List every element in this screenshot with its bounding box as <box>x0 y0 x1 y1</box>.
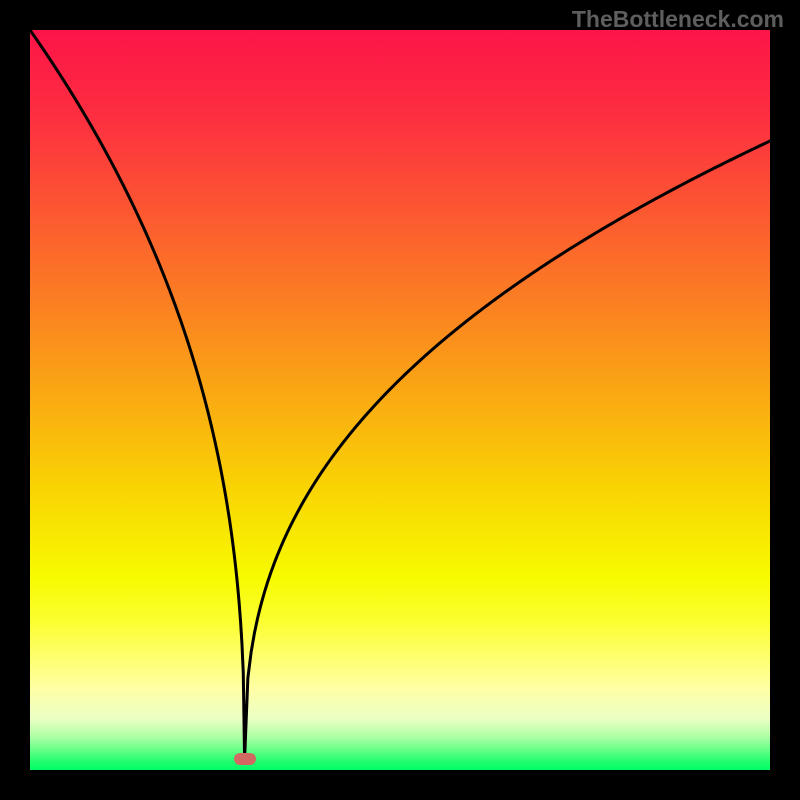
plot-area <box>30 30 770 770</box>
gradient-background <box>30 30 770 770</box>
watermark-text: TheBottleneck.com <box>572 6 784 33</box>
figure-container: TheBottleneck.com <box>0 0 800 800</box>
notch-marker <box>234 753 256 765</box>
